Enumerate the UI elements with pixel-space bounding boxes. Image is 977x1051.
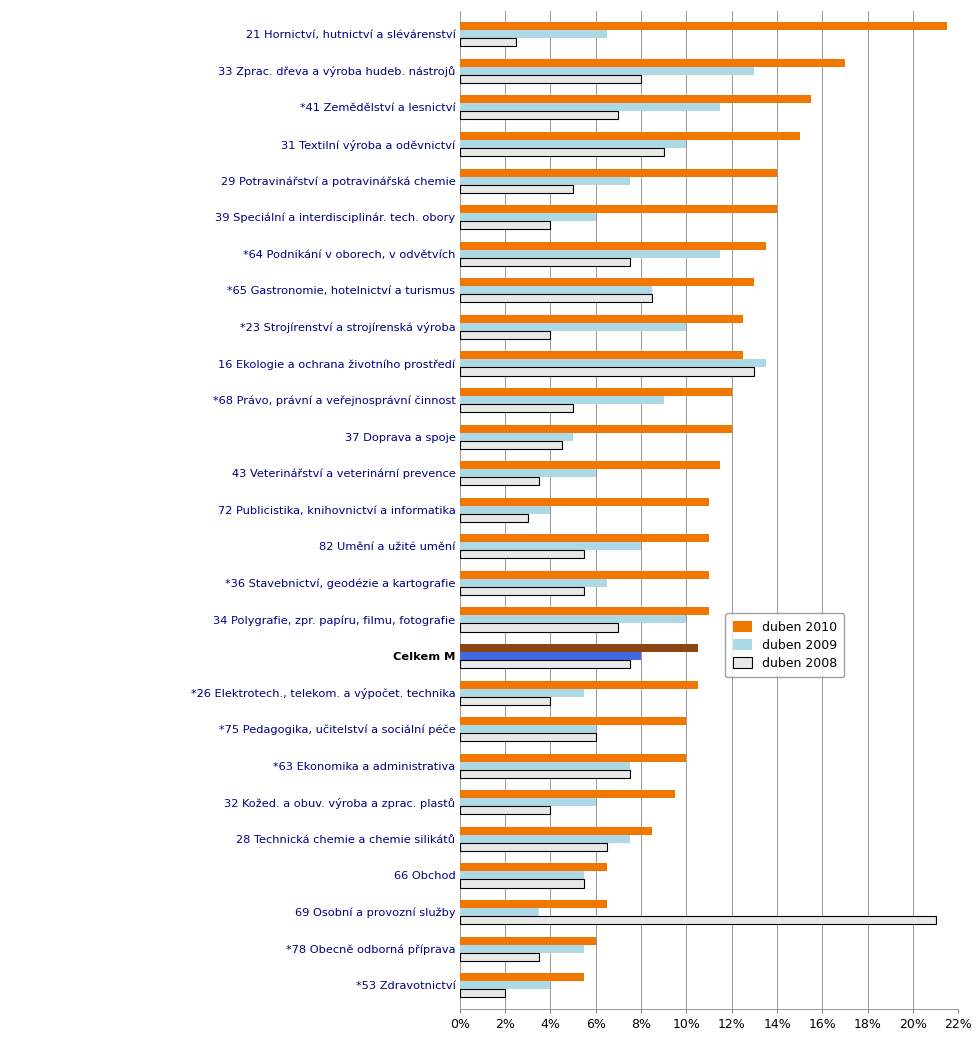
Bar (459, 498, 708, 506)
Bar (459, 827, 652, 834)
Bar (459, 67, 753, 75)
Bar (459, 177, 629, 185)
Bar (459, 469, 595, 477)
Bar (459, 916, 935, 924)
Bar (459, 769, 629, 778)
Bar (459, 315, 743, 323)
Bar (459, 250, 720, 257)
Bar (459, 221, 550, 229)
Bar (459, 30, 607, 38)
Bar (459, 75, 640, 83)
Bar (459, 973, 583, 982)
Bar (459, 697, 550, 704)
Bar (459, 945, 583, 952)
Bar (459, 762, 629, 769)
Bar (459, 799, 595, 806)
Bar (459, 952, 538, 961)
Bar (459, 534, 708, 542)
Bar (459, 286, 652, 294)
Bar (459, 644, 697, 652)
Bar (459, 477, 538, 486)
Bar (459, 148, 663, 156)
Bar (459, 351, 743, 359)
Bar (459, 880, 583, 887)
Bar (459, 103, 720, 111)
Bar (459, 140, 686, 148)
Bar (459, 571, 708, 579)
Bar (459, 279, 753, 286)
Bar (459, 579, 607, 586)
Bar (459, 404, 573, 412)
Bar (459, 834, 629, 843)
Bar (459, 213, 595, 221)
Bar (459, 806, 550, 815)
Bar (459, 660, 629, 668)
Bar (459, 623, 617, 632)
Bar (459, 59, 844, 67)
Bar (459, 652, 640, 660)
Bar (459, 22, 946, 30)
Bar (459, 734, 595, 741)
Bar (459, 433, 573, 440)
Bar (459, 688, 583, 697)
Bar (459, 185, 573, 192)
Bar (459, 607, 708, 616)
Bar (459, 38, 516, 46)
Bar (459, 294, 652, 303)
Bar (459, 331, 550, 338)
Bar (459, 542, 640, 551)
Bar (459, 506, 550, 514)
Legend: duben 2010, duben 2009, duben 2008: duben 2010, duben 2009, duben 2008 (725, 614, 843, 677)
Bar (459, 864, 607, 871)
Bar (459, 871, 583, 880)
Bar (459, 132, 799, 140)
Bar (459, 368, 753, 375)
Bar (459, 681, 697, 688)
Bar (459, 359, 765, 368)
Bar (459, 982, 550, 989)
Bar (459, 111, 617, 120)
Bar (459, 936, 595, 945)
Bar (459, 725, 595, 734)
Bar (459, 425, 731, 433)
Bar (459, 900, 607, 908)
Bar (459, 908, 538, 916)
Bar (459, 257, 629, 266)
Bar (459, 616, 686, 623)
Bar (459, 586, 583, 595)
Bar (459, 168, 777, 177)
Bar (459, 242, 765, 250)
Bar (459, 440, 561, 449)
Bar (459, 96, 810, 103)
Bar (459, 396, 663, 404)
Bar (459, 461, 720, 469)
Bar (459, 790, 674, 799)
Bar (459, 989, 504, 997)
Bar (459, 205, 777, 213)
Bar (459, 388, 731, 396)
Bar (459, 717, 686, 725)
Bar (459, 843, 607, 851)
Bar (459, 551, 583, 558)
Bar (459, 754, 686, 762)
Bar (459, 323, 686, 331)
Bar (459, 514, 528, 521)
